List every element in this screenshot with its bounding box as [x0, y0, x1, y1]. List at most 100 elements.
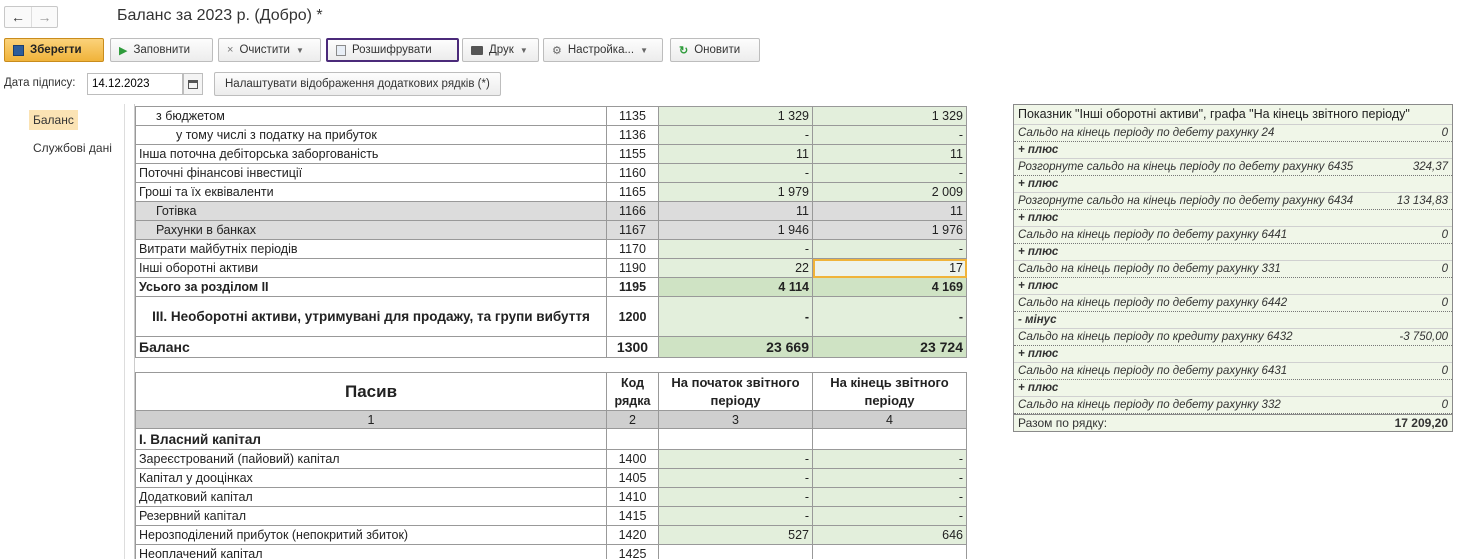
table-row: з бюджетом 1135 1 329 1 329 — [135, 106, 967, 126]
cell-end[interactable]: - — [812, 125, 967, 145]
row-name: Інша поточна дебіторська заборгованість — [135, 144, 607, 164]
cell-end[interactable]: 646 — [812, 525, 967, 545]
column-number: 4 — [812, 410, 967, 429]
cell-end[interactable]: - — [812, 296, 967, 337]
table-row: Додатковий капітал 1410 - - — [135, 487, 967, 507]
empty-cell — [658, 428, 813, 450]
clear-button[interactable]: × Очистити ▼ — [218, 38, 321, 62]
forward-button[interactable]: → — [31, 7, 57, 27]
row-code: 1135 — [606, 106, 659, 126]
row-name: з бюджетом — [135, 106, 607, 126]
cell-end[interactable]: - — [812, 468, 967, 488]
cell-end[interactable]: - — [812, 487, 967, 507]
decode-line[interactable]: Сальдо на кінець періоду по дебету рахун… — [1014, 363, 1452, 380]
arrow-left-icon: ← — [11, 9, 25, 25]
decode-line[interactable]: Сальдо на кінець періоду по кредиту раху… — [1014, 329, 1452, 346]
row-name: Капітал у дооцінках — [135, 468, 607, 488]
decode-line[interactable]: Сальдо на кінець періоду по дебету рахун… — [1014, 397, 1452, 414]
row-name: Усього за розділом II — [135, 277, 607, 297]
cell-end[interactable]: 2 009 — [812, 182, 967, 202]
cross-icon: × — [227, 44, 234, 56]
row-code: 1190 — [606, 258, 659, 278]
settings-button[interactable]: ⚙ Настройка... ▼ — [543, 38, 663, 62]
row-code: 1170 — [606, 239, 659, 259]
cell-end[interactable]: - — [812, 449, 967, 469]
row-code: 1160 — [606, 163, 659, 183]
decode-button[interactable]: Розшифрувати — [326, 38, 459, 62]
cell-start[interactable]: 527 — [658, 525, 813, 545]
cell-end[interactable]: - — [812, 163, 967, 183]
cell-start[interactable]: 1 329 — [658, 106, 813, 126]
table-row: III. Необоротні активи, утримувані для п… — [135, 296, 967, 337]
decode-line[interactable]: Сальдо на кінець періоду по дебету рахун… — [1014, 261, 1452, 278]
cell-start[interactable]: - — [658, 506, 813, 526]
cell-end[interactable] — [812, 544, 967, 559]
sidebar-item-balance[interactable]: Баланс — [29, 110, 78, 130]
chevron-down-icon: ▼ — [295, 45, 304, 55]
decode-line[interactable]: Сальдо на кінець періоду по дебету рахун… — [1014, 227, 1452, 244]
decode-line[interactable]: Розгорнуте сальдо на кінець періоду по д… — [1014, 193, 1452, 210]
cell-end[interactable]: 11 — [812, 144, 967, 164]
decode-line-value: 0 — [1441, 399, 1448, 411]
decode-line[interactable]: Розгорнуте сальдо на кінець періоду по д… — [1014, 159, 1452, 176]
row-name: Готівка — [135, 201, 607, 221]
decode-line[interactable]: Сальдо на кінець періоду по дебету рахун… — [1014, 125, 1452, 142]
save-button[interactable]: Зберегти — [4, 38, 104, 62]
table-row: Рахунки в банках 1167 1 946 1 976 — [135, 220, 967, 240]
row-name: Рахунки в банках — [135, 220, 607, 240]
cell-start[interactable]: 22 — [658, 258, 813, 278]
cell-end[interactable]: 1 329 — [812, 106, 967, 126]
chevron-down-icon: ▼ — [519, 45, 528, 55]
column-number: 1 — [135, 410, 607, 429]
cell-start[interactable]: - — [658, 487, 813, 507]
cell-end: 11 — [812, 201, 967, 221]
cell-start[interactable]: - — [658, 449, 813, 469]
window-title: Баланс за 2023 р. (Добро) * — [117, 7, 323, 24]
decode-total-row: Разом по рядку: 17 209,20 — [1014, 414, 1452, 431]
extra-rows-button[interactable]: Налаштувати відображення додаткових рядк… — [214, 72, 501, 96]
cell-start[interactable]: 11 — [658, 144, 813, 164]
table-row: Баланс 1300 23 669 23 724 — [135, 336, 967, 358]
decode-operator: + плюс — [1014, 142, 1452, 159]
cell-start[interactable]: - — [658, 239, 813, 259]
cell-start[interactable]: - — [658, 163, 813, 183]
floppy-disk-icon — [13, 44, 24, 56]
decode-line-label: Розгорнуте сальдо на кінець періоду по д… — [1018, 161, 1354, 173]
decode-line-label: Сальдо на кінець періоду по дебету рахун… — [1018, 127, 1275, 139]
back-button[interactable]: ← — [5, 7, 31, 27]
sign-date-field[interactable] — [87, 73, 183, 95]
decode-operator: + плюс — [1014, 244, 1452, 261]
cell-start: 11 — [658, 201, 813, 221]
decode-operator: + плюс — [1014, 176, 1452, 193]
decode-line-label: Розгорнуте сальдо на кінець періоду по д… — [1018, 195, 1354, 207]
cell-start[interactable]: - — [658, 125, 813, 145]
fill-button[interactable]: ▶ Заповнити — [110, 38, 213, 62]
print-button[interactable]: Друк ▼ — [462, 38, 539, 62]
decode-operator: - мінус — [1014, 312, 1452, 329]
decode-line[interactable]: Сальдо на кінець періоду по дебету рахун… — [1014, 295, 1452, 312]
cell-start[interactable]: - — [658, 468, 813, 488]
table-row: Нерозподілений прибуток (непокритий збит… — [135, 525, 967, 545]
cell-start[interactable]: 1 979 — [658, 182, 813, 202]
table-row: Витрати майбутніх періодів 1170 - - — [135, 239, 967, 259]
play-icon: ▶ — [119, 44, 128, 57]
column-number: 3 — [658, 410, 813, 429]
chevron-down-icon: ▼ — [640, 45, 648, 55]
decode-line-value: 0 — [1441, 263, 1448, 275]
cell-end-selected[interactable]: 17 — [812, 258, 967, 278]
calendar-button[interactable] — [183, 73, 203, 95]
column-number: 2 — [606, 410, 659, 429]
cell-start[interactable] — [658, 544, 813, 559]
cell-end[interactable]: - — [812, 506, 967, 526]
cell-start[interactable]: - — [658, 296, 813, 337]
section-title: I. Власний капітал — [135, 428, 607, 450]
refresh-button[interactable]: ↻ Оновити — [670, 38, 760, 62]
row-name: Зареєстрований (пайовий) капітал — [135, 449, 607, 469]
sidebar-item-service-data[interactable]: Службові дані — [33, 141, 112, 155]
cell-end[interactable]: - — [812, 239, 967, 259]
printer-icon — [471, 45, 483, 55]
table-row: Неоплачений капітал 1425 — [135, 544, 967, 559]
header-start: На початок звітного періоду — [658, 372, 813, 411]
decode-operator: + плюс — [1014, 346, 1452, 363]
table-row: Інші оборотні активи 1190 22 17 — [135, 258, 967, 278]
